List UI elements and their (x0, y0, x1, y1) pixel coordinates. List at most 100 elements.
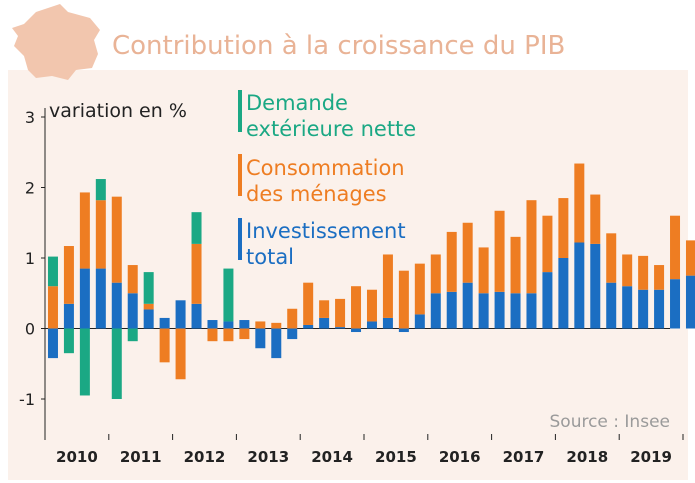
bar-q41-series-0 (685, 275, 695, 329)
bar-q1-series-1 (47, 286, 58, 329)
bar-q39-series-1 (654, 265, 665, 290)
bar-q15-series-0 (271, 328, 282, 359)
bar-q20-series-0 (351, 328, 362, 333)
bar-q36-series-0 (606, 282, 617, 329)
bar-q40-series-1 (670, 215, 681, 280)
x-tick-label-2016: 2016 (439, 448, 481, 466)
bar-q35-series-1 (590, 194, 601, 244)
legend-label-1-line2: des ménages (246, 182, 387, 206)
bar-q18-series-0 (319, 317, 330, 329)
legend-swatch-1 (238, 154, 242, 196)
x-tick-label-2019: 2019 (630, 448, 672, 466)
bar-q27-series-1 (462, 222, 473, 283)
bar-q41-series-1 (685, 240, 695, 276)
bar-q5-series-1 (111, 196, 122, 283)
bar-q7-series-1 (143, 303, 154, 310)
bar-q22-series-0 (382, 317, 393, 329)
source-label: Source : Insee (550, 412, 671, 432)
bar-q13-series-0 (239, 320, 250, 329)
bar-q12-series-1 (223, 328, 234, 342)
bar-q15-series-1 (271, 322, 282, 329)
bar-q16-series-1 (287, 308, 298, 329)
bar-q38-series-0 (638, 289, 649, 329)
bar-q4-series-0 (95, 268, 106, 329)
bar-q29-series-1 (494, 210, 505, 292)
legend-swatch-2 (238, 218, 242, 260)
bar-q3-series-0 (79, 268, 90, 329)
bar-q3-series-2 (79, 328, 90, 396)
y-tick-label: -1 (19, 390, 35, 409)
bar-q39-series-0 (654, 289, 665, 329)
bar-q18-series-1 (319, 300, 330, 318)
bar-q6-series-1 (127, 265, 138, 294)
bar-q35-series-0 (590, 243, 601, 329)
bar-q17-series-0 (303, 324, 314, 329)
bar-q34-series-1 (574, 163, 585, 243)
x-tick-label-2013: 2013 (247, 448, 289, 466)
y-tick-label: 0 (25, 320, 35, 339)
bar-q21-series-0 (366, 321, 377, 329)
bar-q30-series-1 (510, 236, 521, 294)
x-tick-label-2011: 2011 (120, 448, 162, 466)
bar-q1-series-0 (47, 328, 58, 359)
france-map-icon (12, 4, 100, 80)
bar-q31-series-1 (526, 200, 537, 294)
bar-q8-series-1 (159, 328, 170, 363)
bar-q6-series-2 (127, 328, 138, 342)
bar-q8-series-0 (159, 317, 170, 329)
bar-q10-series-1 (191, 243, 202, 304)
bar-q29-series-0 (494, 291, 505, 329)
x-tick-label-2012: 2012 (184, 448, 226, 466)
bar-q17-series-1 (303, 282, 314, 325)
bar-q40-series-0 (670, 279, 681, 329)
bar-q14-series-0 (255, 328, 266, 349)
bar-q24-series-1 (414, 263, 425, 315)
y-tick-label: 1 (25, 249, 35, 268)
bar-q2-series-1 (63, 246, 74, 304)
bar-q36-series-1 (606, 233, 617, 283)
bar-q16-series-0 (287, 328, 298, 340)
legend-label-1-line1: Consommation (246, 156, 405, 180)
legend-label-0-line1: Demande (246, 91, 348, 115)
bar-q22-series-1 (382, 254, 393, 318)
x-tick-label-2018: 2018 (566, 448, 608, 466)
bar-q28-series-0 (478, 293, 489, 329)
bar-q12-series-2 (223, 268, 234, 322)
bar-q25-series-0 (430, 293, 441, 329)
y-tick-label: 2 (25, 179, 35, 198)
x-tick-label-2015: 2015 (375, 448, 417, 466)
x-tick-label-2014: 2014 (311, 448, 353, 466)
y-axis-label: variation en % (49, 100, 187, 122)
bar-q20-series-1 (351, 286, 362, 329)
bar-q9-series-1 (175, 328, 186, 380)
bar-q33-series-0 (558, 258, 569, 329)
bar-q10-series-2 (191, 212, 202, 244)
y-tick-label: 3 (25, 108, 35, 127)
legend-swatch-0 (238, 90, 242, 132)
bar-q2-series-0 (63, 303, 74, 329)
bar-q26-series-1 (446, 231, 457, 292)
bar-q4-series-1 (95, 200, 106, 269)
bar-q37-series-1 (622, 254, 633, 287)
bar-q11-series-0 (207, 320, 218, 329)
bar-q5-series-2 (111, 328, 122, 399)
bar-q6-series-0 (127, 293, 138, 329)
bar-q5-series-0 (111, 282, 122, 329)
bar-q12-series-0 (223, 321, 234, 329)
bar-q21-series-1 (366, 289, 377, 322)
bar-q31-series-0 (526, 293, 537, 329)
bar-q11-series-1 (207, 328, 218, 342)
bar-q23-series-1 (398, 270, 409, 329)
chart-title: Contribution à la croissance du PIB (112, 31, 565, 61)
bar-q14-series-1 (255, 321, 266, 329)
bar-q10-series-0 (191, 303, 202, 329)
bar-q37-series-0 (622, 286, 633, 329)
bar-q4-series-2 (95, 179, 106, 201)
bar-q33-series-1 (558, 198, 569, 258)
legend-label-0-line2: extérieure nette (246, 117, 416, 141)
x-tick-label-2010: 2010 (56, 448, 98, 466)
bar-q23-series-0 (398, 328, 409, 333)
bar-q38-series-1 (638, 255, 649, 290)
